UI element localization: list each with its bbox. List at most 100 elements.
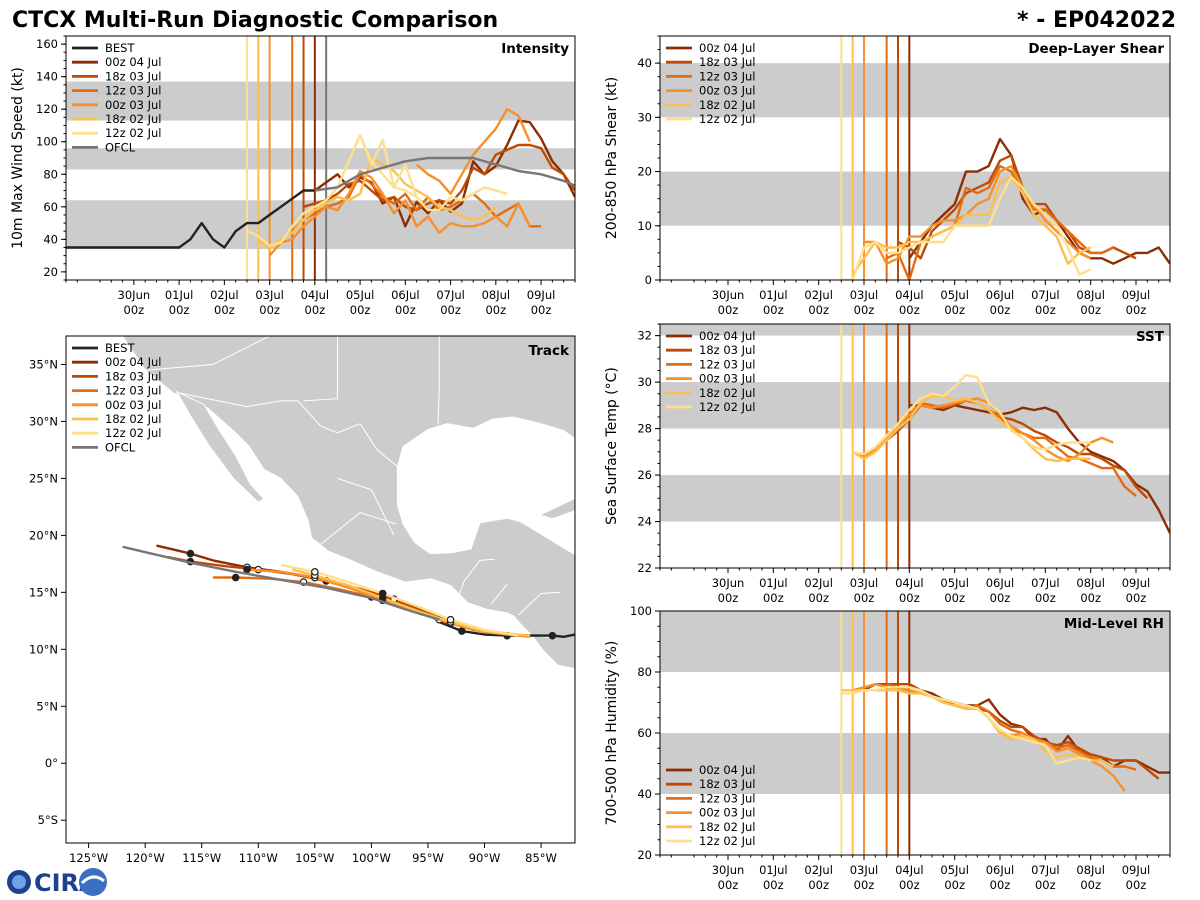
- y-tick-label: 0: [645, 273, 652, 287]
- x-tick-label: 03Jul: [850, 576, 879, 590]
- legend-label: 12z 02 Jul: [699, 400, 756, 414]
- x-tick-label: 00z: [531, 303, 552, 317]
- border-line: [314, 512, 397, 550]
- lon-tick-label: 105°W: [295, 851, 334, 865]
- legend-label: 18z 03 Jul: [105, 369, 162, 383]
- legend-label: 18z 03 Jul: [699, 343, 756, 357]
- panel-title: SST: [1136, 329, 1165, 345]
- y-tick-label: 32: [637, 329, 652, 343]
- shaded-band: [660, 171, 1170, 226]
- border-line: [458, 558, 495, 598]
- lon-tick-label: 120°W: [126, 851, 165, 865]
- legend-label: 12z 03 Jul: [699, 357, 756, 371]
- track-position-marker: [231, 573, 240, 582]
- shear-plot-area: [660, 36, 1170, 280]
- x-tick-label: 07Jul: [1031, 576, 1060, 590]
- lat-tick-label: 5°N: [36, 699, 58, 713]
- lon-tick-label: 100°W: [352, 851, 391, 865]
- legend-label: 00z 04 Jul: [699, 329, 756, 343]
- x-tick-label: 00z: [1080, 591, 1101, 605]
- legend-label: 18z 03 Jul: [699, 55, 756, 69]
- panel-title: Track: [529, 343, 570, 359]
- baja-peninsula: [175, 390, 265, 503]
- x-tick-label: 02Jul: [804, 576, 833, 590]
- legend-label: 12z 02 Jul: [105, 126, 162, 140]
- land-polygon: [66, 336, 575, 670]
- panel-title: Mid-Level RH: [1064, 616, 1164, 632]
- y-tick-label: 80: [43, 167, 58, 181]
- x-tick-label: 09Jul: [1122, 576, 1151, 590]
- x-tick-label: 01Jul: [759, 863, 788, 877]
- shaded-band: [660, 733, 1170, 794]
- legend-label: 18z 02 Jul: [105, 412, 162, 426]
- y-tick-label: 140: [36, 70, 58, 84]
- x-tick-label: 04Jul: [895, 863, 924, 877]
- legend-label: 18z 03 Jul: [105, 69, 162, 83]
- x-tick-label: 00z: [718, 591, 739, 605]
- x-tick-label: 00z: [305, 303, 326, 317]
- y-tick-label: 20: [637, 165, 652, 179]
- legend-label: 00z 03 Jul: [105, 398, 162, 412]
- border-line: [518, 591, 561, 616]
- legend-label: 12z 02 Jul: [699, 112, 756, 126]
- x-tick-label: 02Jul: [804, 863, 833, 877]
- panel-title: Deep-Layer Shear: [1028, 41, 1164, 57]
- lat-tick-label: 10°N: [29, 642, 58, 656]
- x-tick-label: 00z: [990, 303, 1011, 317]
- x-tick-label: 00z: [763, 591, 784, 605]
- y-tick-label: 20: [637, 848, 652, 862]
- x-tick-label: 00z: [350, 303, 371, 317]
- track-position-marker: [446, 615, 455, 624]
- x-tick-label: 30Jun: [712, 863, 745, 877]
- x-tick-label: 09Jul: [1122, 863, 1151, 877]
- legend-label: 18z 02 Jul: [699, 820, 756, 834]
- x-tick-label: 04Jul: [301, 288, 330, 302]
- y-tick-label: 120: [36, 102, 58, 116]
- series-line-run_12z02: [336, 133, 418, 198]
- x-tick-label: 04Jul: [895, 576, 924, 590]
- partner-emblem-icon: [79, 868, 107, 896]
- y-tick-label: 10: [637, 219, 652, 233]
- track-position-marker: [311, 568, 319, 576]
- lon-tick-label: 90°W: [469, 851, 501, 865]
- x-tick-label: 00z: [485, 303, 506, 317]
- y-tick-label: 160: [36, 37, 58, 51]
- x-tick-label: 00z: [1035, 303, 1056, 317]
- border-line: [437, 336, 440, 424]
- x-tick-label: 00z: [990, 878, 1011, 892]
- lat-tick-label: 25°N: [29, 471, 58, 485]
- series-line-OFCL: [314, 156, 575, 192]
- lat-tick-label: 15°N: [29, 585, 58, 599]
- track-panel: 125°W 120°W 115°W 110°W 105°W 100°W 95°W 90°W 85…: [29, 335, 576, 865]
- x-tick-label: 09Jul: [1122, 288, 1151, 302]
- border-line: [303, 336, 338, 402]
- x-tick-label: 01Jul: [759, 576, 788, 590]
- track-position-marker: [458, 627, 466, 635]
- series-line-run_00z03: [415, 107, 531, 196]
- track-position-marker: [186, 549, 195, 558]
- x-tick-label: 00z: [440, 303, 461, 317]
- y-tick-label: 40: [637, 787, 652, 801]
- x-tick-label: 00z: [808, 591, 829, 605]
- x-tick-label: 02Jul: [804, 288, 833, 302]
- y-tick-label: 30: [637, 375, 652, 389]
- legend-label: BEST: [105, 41, 135, 55]
- x-tick-label: 00z: [1126, 591, 1147, 605]
- x-tick-label: 00z: [899, 303, 920, 317]
- legend-label: OFCL: [105, 140, 136, 154]
- x-tick-label: 00z: [718, 303, 739, 317]
- x-tick-label: 03Jul: [850, 288, 879, 302]
- sst-panel: 22242628303230Jun00z01Jul00z02Jul00z03Ju…: [604, 323, 1171, 605]
- border-line: [490, 584, 508, 605]
- lat-tick-label: 30°N: [29, 414, 58, 428]
- track-map-area: [66, 336, 575, 670]
- y-tick-label: 40: [43, 232, 58, 246]
- shaded-band: [660, 324, 1170, 336]
- intensity-plot-area: [66, 36, 575, 280]
- y-axis-label: 700-500 hPa Humidity (%): [604, 641, 620, 826]
- x-tick-label: 00z: [1126, 303, 1147, 317]
- x-tick-label: 30Jun: [712, 288, 745, 302]
- x-tick-label: 00z: [1080, 878, 1101, 892]
- y-axis-label: 10m Max Wind Speed (kt): [10, 67, 26, 249]
